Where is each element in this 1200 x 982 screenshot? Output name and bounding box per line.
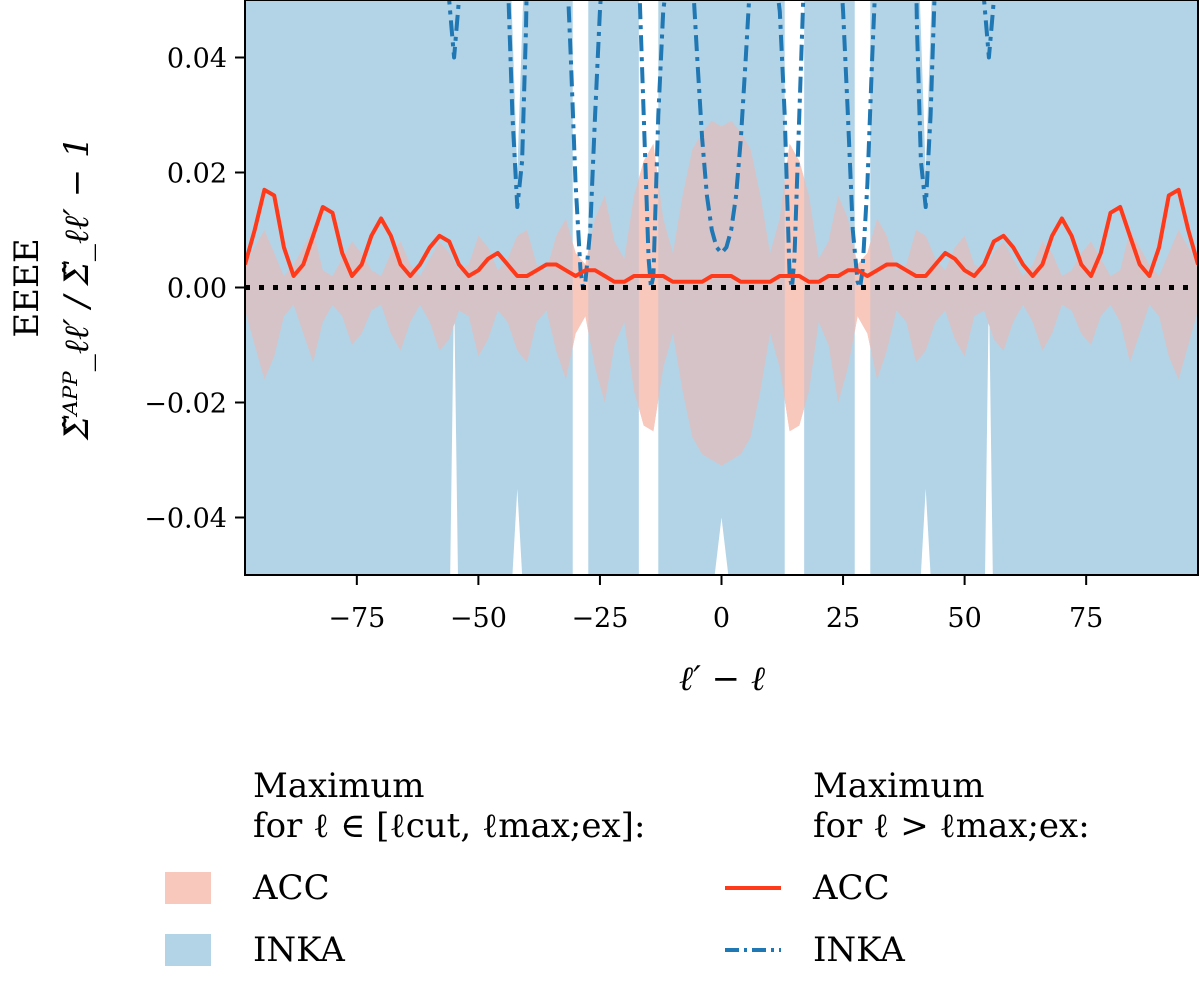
legend-right-title-2: for ℓ > ℓmax;ex: — [813, 806, 1090, 846]
inka-line-segment — [982, 0, 996, 60]
x-tick-label: −75 — [328, 603, 385, 634]
inka-line-segment — [840, 0, 877, 290]
legend-left-group: Maximum for ℓ ∈ [ℓcut, ℓmax;ex]: ACC INK… — [165, 766, 645, 970]
legend-entry-inka-band: INKA — [165, 930, 645, 970]
y-tick-label: −0.02 — [144, 389, 227, 420]
inka-band-gap — [985, 287, 993, 575]
inka-band-gap — [920, 488, 931, 575]
inka-line-segment — [776, 0, 806, 290]
acc-line-swatch — [725, 886, 781, 890]
y-tick-label: 0.04 — [167, 44, 227, 75]
legend-left-title-2: for ℓ ∈ [ℓcut, ℓmax;ex]: — [253, 806, 646, 846]
inka-band-gap — [450, 287, 458, 575]
legend-label: INKA — [253, 930, 345, 970]
legend-entry-inka-line: INKA — [725, 930, 1090, 970]
acc-band-swatch — [165, 872, 211, 904]
inka-band-gap — [714, 517, 729, 575]
inka-band-gap — [512, 488, 523, 575]
x-tick-label: 75 — [1069, 603, 1103, 634]
x-tick-label: 50 — [947, 603, 981, 634]
legend-entry-acc-band: ACC — [165, 868, 645, 908]
x-tick-label: 0 — [713, 603, 730, 634]
x-tick-label: 25 — [826, 603, 860, 634]
y-tick-label: 0.02 — [167, 159, 227, 190]
acc-line — [245, 187, 1198, 284]
legend-label: ACC — [253, 868, 330, 908]
x-tick-label: −25 — [571, 603, 628, 634]
legend-left-title-1: Maximum — [253, 766, 425, 806]
legend-label: INKA — [813, 930, 905, 970]
legend-right-group: Maximum for ℓ > ℓmax;ex: ACC INKA — [725, 766, 1090, 970]
inka-line-segment — [637, 0, 667, 290]
acc-band — [245, 120, 1198, 466]
inka-line-segment — [447, 0, 461, 60]
y-axis-ticks: −0.04 −0.02 0.00 0.02 0.04 — [144, 44, 245, 535]
inka-line-segment — [506, 0, 529, 209]
y-tick-label: −0.04 — [144, 504, 227, 535]
legend-right-title-1: Maximum — [813, 766, 985, 806]
inka-band-gap — [511, 0, 524, 173]
inka-band-gap — [919, 0, 932, 173]
x-axis-title: ℓ′ − ℓ — [679, 659, 765, 699]
inka-line-segment — [691, 0, 752, 255]
legend-entry-acc-line: ACC — [725, 868, 1090, 908]
y-axis-title-top: EEEE — [7, 238, 47, 337]
y-tick-label: 0.00 — [167, 274, 227, 305]
inka-line-segment — [914, 0, 937, 209]
x-axis-ticks: −75 −50 −25 0 25 50 75 — [328, 575, 1103, 634]
inka-band-swatch — [165, 934, 211, 966]
legend-label: ACC — [813, 868, 890, 908]
inka-line-swatch — [725, 948, 781, 952]
y-axis-title: Σ̃ᴬᴾᴾ_ℓℓ′ / Σ̃_ℓℓ′ − 1 — [57, 136, 97, 441]
inka-line-segment — [566, 0, 603, 290]
x-tick-label: −50 — [450, 603, 507, 634]
chart: −75 −50 −25 0 25 50 75 −0.04−0.020.000.020.04 … — [7, 0, 1199, 699]
